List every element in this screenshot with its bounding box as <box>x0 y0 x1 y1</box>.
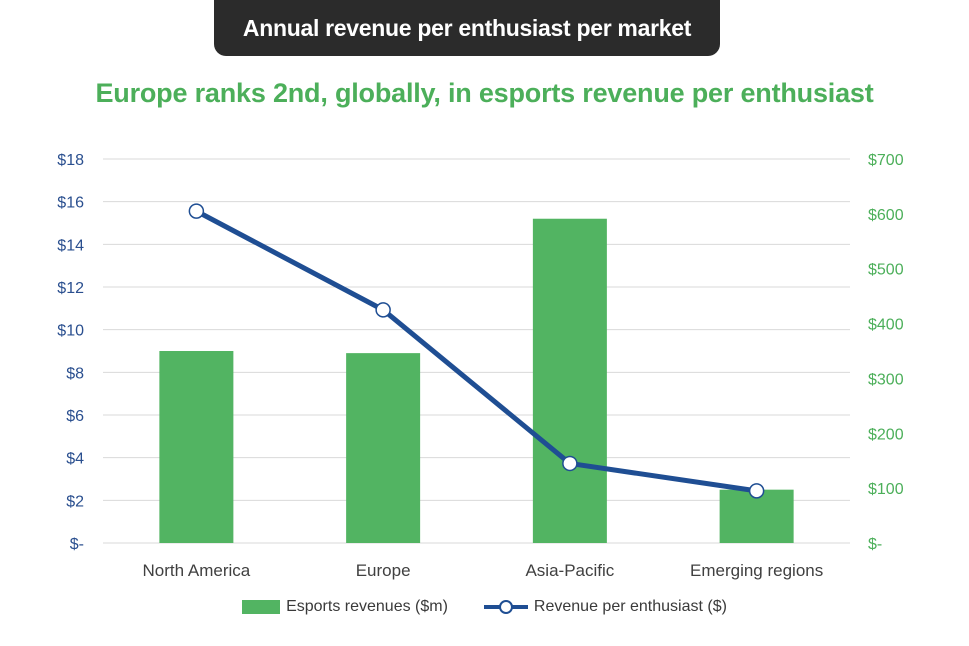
bar-0 <box>159 351 234 543</box>
revenue-per-enthusiast-line <box>193 208 760 494</box>
category-label: Emerging regions <box>690 561 823 580</box>
combo-chart: $- $2 $4 $6 $8 $10 $12 $14 $16 $18 $- $100 $200 $300 $… <box>57 152 904 580</box>
category-label: Europe <box>356 561 411 580</box>
legend-label-per-enthusiast: Revenue per enthusiast ($) <box>533 598 727 615</box>
line-point-1 <box>375 302 391 318</box>
category-label: North America <box>143 561 251 580</box>
right-axis-tick-label: $700 <box>868 152 904 169</box>
left-axis-tick-label: $4 <box>66 451 84 468</box>
legend-swatch-line <box>483 600 528 614</box>
legend-label-revenues: Esports revenues ($m) <box>286 598 448 615</box>
left-axis-tick-label: $12 <box>57 280 84 297</box>
category-label: Asia-Pacific <box>525 561 614 580</box>
left-axis-tick-label: $8 <box>66 365 84 382</box>
right-axis-tick-label: $100 <box>868 481 904 498</box>
bar-1 <box>346 353 421 543</box>
left-axis-tick-label: $2 <box>66 493 84 510</box>
right-axis-tick-label: $600 <box>868 207 904 224</box>
left-axis-tick-label: $- <box>70 536 84 553</box>
banner-title: Annual revenue per enthusiast per market <box>242 14 692 41</box>
chart-title: Europe ranks 2nd, globally, in esports r… <box>95 78 874 108</box>
line-point-2 <box>562 455 578 472</box>
left-axis-tick-label: $16 <box>57 195 84 212</box>
left-axis-tick-label: $6 <box>66 408 84 425</box>
right-axis-tick-label: $200 <box>868 426 904 443</box>
right-axis-tick-label: $300 <box>868 371 904 388</box>
left-axis-tick-label: $10 <box>57 323 84 340</box>
right-axis-tick-label: $400 <box>868 317 904 334</box>
chart-legend: Esports revenues ($m) Revenue per enthus… <box>0 598 969 616</box>
right-axis-tick-label: $500 <box>868 262 904 279</box>
legend-item-revenues: Esports revenues ($m) <box>242 598 448 616</box>
chart-banner: Annual revenue per enthusiast per market <box>214 0 720 56</box>
bar-2 <box>532 218 607 543</box>
legend-item-per-enthusiast: Revenue per enthusiast ($) <box>483 598 727 616</box>
line-point-0 <box>188 203 205 219</box>
left-axis-tick-label: $18 <box>57 152 84 169</box>
right-axis-tick-label: $- <box>868 536 882 553</box>
legend-swatch-bar <box>242 600 281 614</box>
line-point-3 <box>748 483 765 499</box>
left-axis-tick-label: $14 <box>57 237 84 254</box>
